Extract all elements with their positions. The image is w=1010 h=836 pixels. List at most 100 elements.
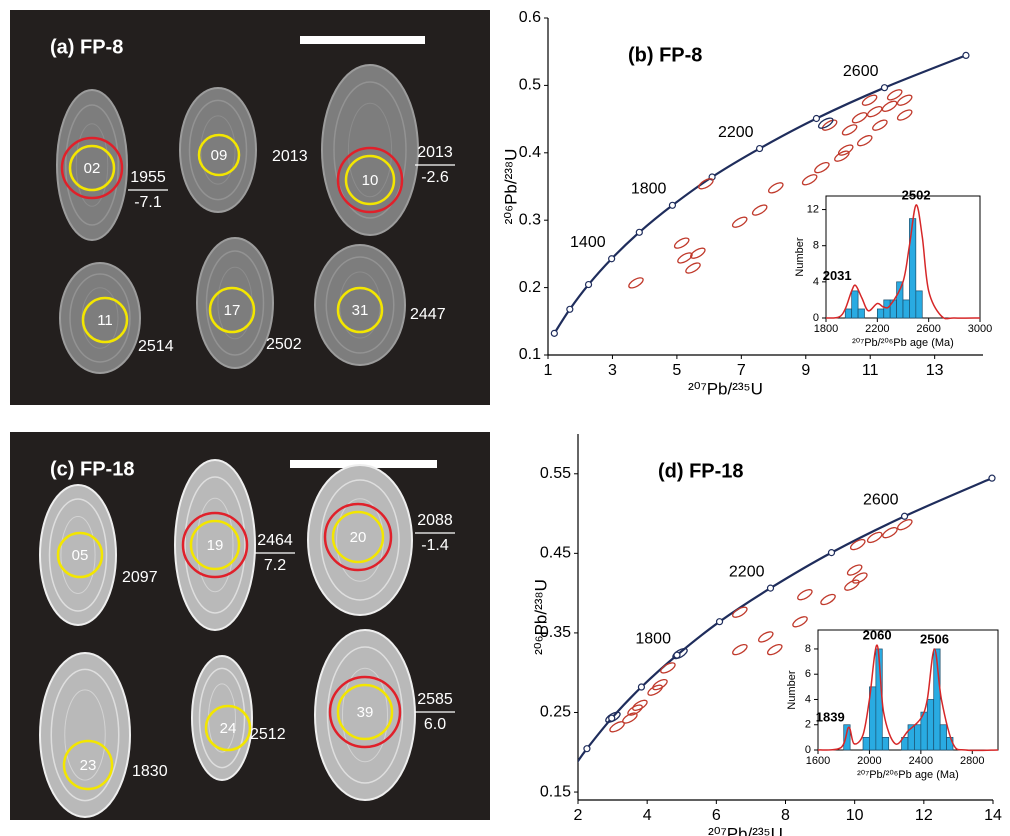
u-pb-spot	[189, 519, 241, 571]
zircon-grain	[59, 262, 141, 374]
error-ellipse	[861, 94, 878, 106]
peak-label: 2060	[863, 628, 892, 643]
density-curve	[825, 204, 981, 320]
y-tick-label: 0.5	[519, 77, 541, 94]
zircon-grain	[314, 244, 406, 366]
spot-label: 23	[80, 757, 97, 774]
age-marker	[566, 305, 574, 313]
grain-zoning	[198, 667, 246, 769]
age-marker	[550, 329, 558, 337]
grain-zoning	[326, 646, 404, 784]
u-pb-spot	[331, 510, 385, 564]
x-axis-label: ²⁰⁷Pb/²³⁵U	[688, 379, 763, 398]
error-ellipse	[690, 247, 706, 259]
y-tick-label: 4	[813, 276, 819, 288]
age-label: 2013	[417, 144, 453, 161]
u-pb-spot	[336, 286, 384, 334]
x-tick-label: 12	[915, 807, 933, 824]
histogram-bar	[926, 699, 935, 751]
age-annotation: 2200	[718, 124, 754, 141]
y-tick-label: 12	[807, 203, 819, 215]
y-axis-label: ²⁰⁶Pb/²³⁸U	[501, 149, 520, 225]
histogram-bar	[933, 648, 941, 751]
error-ellipse	[821, 119, 838, 131]
u-pb-spot	[208, 286, 256, 334]
spot-label: 19	[207, 537, 224, 554]
y-tick-label: 0.3	[519, 211, 541, 228]
x-tick-label: 9	[801, 362, 810, 379]
u-pb-spot	[81, 296, 129, 344]
histogram-bar	[914, 724, 922, 751]
spot-label: 39	[357, 704, 374, 721]
x-tick-label: 1800	[814, 323, 838, 335]
y-tick-label: 0.4	[519, 144, 541, 161]
y-axis-label: Number	[794, 237, 806, 276]
histogram-bar	[857, 308, 865, 319]
density-curve	[817, 644, 999, 752]
error-ellipse	[673, 237, 690, 249]
age-label: 2514	[138, 338, 174, 355]
age-marker	[608, 255, 616, 263]
zircon-grain	[179, 87, 257, 213]
error-ellipse	[751, 204, 768, 216]
y-tick-label: 0.25	[540, 704, 571, 721]
u-pb-spot	[68, 144, 116, 192]
error-ellipse	[852, 572, 868, 584]
x-axis-label: ²⁰⁷Pb/²⁰⁶Pb age (Ma)	[852, 337, 954, 349]
spot-label: 11	[97, 312, 113, 329]
x-tick-label: 2800	[960, 755, 984, 767]
x-tick-label: 3000	[968, 323, 992, 335]
age-label: 1830	[132, 763, 168, 780]
x-tick-label: 10	[846, 807, 864, 824]
y-axis-label: ²⁰⁶Pb/²³⁸U	[531, 579, 550, 655]
y-tick-label: 2	[805, 719, 811, 731]
age-marker	[880, 84, 889, 92]
grain-zoning	[196, 497, 234, 593]
u-pb-spot	[204, 704, 252, 752]
histogram-bar	[902, 299, 910, 319]
age-annotation: 2600	[843, 63, 879, 80]
y-tick-label: 0.1	[519, 346, 541, 363]
error-ellipse	[856, 134, 873, 147]
u-pb-spot	[197, 133, 241, 177]
age-annotation: 1800	[635, 630, 671, 647]
error-ellipse	[766, 643, 783, 656]
age-label: 2013	[272, 148, 308, 165]
age-annotation: 2200	[729, 563, 765, 580]
age-marker	[827, 549, 836, 557]
x-tick-label: 2400	[909, 755, 933, 767]
age-label: 2502	[266, 336, 302, 353]
peak-label: 2506	[920, 631, 949, 646]
spot-label: 09	[211, 147, 228, 164]
error-ellipse	[814, 161, 830, 174]
error-ellipse	[881, 100, 898, 112]
age-marker	[962, 51, 970, 60]
zircon-grain	[321, 64, 419, 236]
peak-label: 2502	[902, 187, 931, 202]
epsilon-label: -1.4	[421, 537, 449, 554]
peak-label: 2031	[823, 268, 852, 283]
error-ellipse	[605, 711, 621, 723]
grain-zoning	[65, 104, 119, 226]
y-tick-label: 6	[805, 668, 811, 680]
error-ellipse	[844, 579, 860, 591]
x-tick-label: 6	[712, 807, 721, 824]
age-marker	[637, 683, 646, 691]
age-label: 2464	[257, 532, 293, 549]
grain-zoning	[333, 81, 407, 219]
epsilon-label: -7.1	[134, 194, 162, 211]
error-ellipse	[896, 94, 913, 106]
error-ellipse	[632, 699, 648, 711]
panel-title: (c) FP-18	[50, 458, 134, 480]
error-ellipse	[732, 643, 748, 656]
y-tick-label: 8	[813, 240, 819, 252]
y-axis-label: Number	[786, 670, 798, 709]
chart-title: (d) FP-18	[658, 460, 744, 482]
u-pb-spot	[344, 154, 396, 206]
age-annotation: 2600	[863, 491, 899, 508]
error-ellipse	[834, 150, 850, 162]
spot-label: 02	[84, 160, 101, 177]
age-marker	[584, 280, 593, 289]
